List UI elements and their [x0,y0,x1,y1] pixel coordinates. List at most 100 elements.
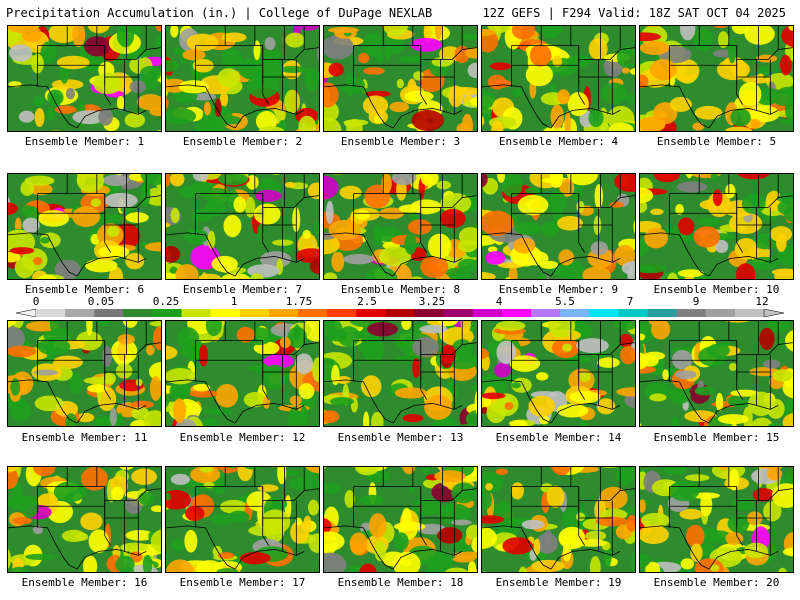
colorbar-min-arrow [16,309,37,317]
colorbar-tick-label: 0.05 [87,295,115,308]
ensemble-member-map [165,25,320,132]
member-label: Ensemble Member: 2 [182,135,303,148]
colorbar-swatch [152,309,183,317]
member-label: Ensemble Member: 14 [495,431,622,444]
colorbar-swatch [531,309,561,317]
colorbar-tick-label: 1 [230,295,238,308]
member-label: Ensemble Member: 1 [24,135,145,148]
ensemble-member-map [7,466,162,573]
ensemble-member-map [639,466,794,573]
member-label: Ensemble Member: 19 [495,576,622,589]
colorbar-swatch [501,309,532,317]
ensemble-member-map [639,173,794,280]
member-label: Ensemble Member: 17 [179,576,306,589]
colorbar-swatch [589,309,619,317]
precip-field [8,26,161,131]
member-label: Ensemble Member: 10 [653,283,780,296]
map-title: Precipitation Accumulation (in.) | Colle… [6,6,433,20]
precip-field [8,174,161,279]
member-label: Ensemble Member: 18 [337,576,464,589]
ensemble-member-map [481,173,636,280]
member-label: Ensemble Member: 11 [21,431,148,444]
ensemble-member-map [323,466,478,573]
precip-field [640,174,793,279]
member-label: Ensemble Member: 12 [179,431,306,444]
colorbar-swatch [560,309,590,317]
ensemble-member-map [165,320,320,427]
precip-field [482,174,635,279]
ensemble-member-map [639,25,794,132]
ensemble-member-map [639,320,794,427]
colorbar-swatch [472,309,503,317]
colorbar-swatch [385,309,416,317]
member-label: Ensemble Member: 7 [182,283,303,296]
precip-field [324,174,477,279]
member-label: Ensemble Member: 9 [498,283,619,296]
ensemble-member-map [7,25,162,132]
colorbar-swatch [647,309,678,317]
colorbar-tick-label: 3.25 [418,295,446,308]
colorbar-swatch [298,309,328,317]
ensemble-member-map [165,466,320,573]
precip-field [166,467,319,572]
colorbar-swatch [705,309,736,317]
colorbar-tick-label: 0.25 [152,295,180,308]
precip-field [640,26,793,131]
member-label: Ensemble Member: 8 [340,283,461,296]
precip-field [166,174,319,279]
colorbar-tick-label: 0 [32,295,40,308]
precip-colorbar [16,309,784,317]
colorbar-max-arrow [763,309,784,317]
colorbar-swatch [123,309,153,317]
ensemble-member-map [481,466,636,573]
colorbar-swatch [268,309,299,317]
colorbar-swatch [210,309,241,317]
ensemble-member-map [323,173,478,280]
colorbar-swatch [94,309,124,317]
colorbar-tick-label: 5.5 [555,295,575,308]
precip-field [482,26,635,131]
precip-field [166,321,319,426]
colorbar-tick-label: 12 [755,295,769,308]
precip-field [482,467,635,572]
colorbar-swatch [181,309,212,317]
colorbar-tick-label: 9 [692,295,700,308]
ensemble-member-map [165,173,320,280]
member-label: Ensemble Member: 4 [498,135,619,148]
colorbar-swatch [65,309,95,317]
ensemble-member-map [481,320,636,427]
ensemble-member-map [481,25,636,132]
precip-field [324,321,477,426]
ensemble-member-map [7,320,162,427]
member-label: Ensemble Member: 20 [653,576,780,589]
member-label: Ensemble Member: 15 [653,431,780,444]
ensemble-member-map [323,25,478,132]
colorbar-swatch [36,309,66,317]
ensemble-member-map [323,320,478,427]
precip-field [640,467,793,572]
colorbar-tick-label: 7 [626,295,634,308]
colorbar-swatch [327,309,357,317]
precip-field [324,467,477,572]
colorbar-swatch [734,309,765,317]
colorbar-tick-label: 1.75 [285,295,313,308]
colorbar-tick-label: 2.5 [357,295,377,308]
colorbar-swatch [414,309,445,317]
run-info: 12Z GEFS | F294 Valid: 18Z SAT OCT 04 20… [482,6,786,20]
colorbar-swatch [676,309,707,317]
precip-field [324,26,477,131]
precip-field [8,467,161,572]
member-label: Ensemble Member: 6 [24,283,145,296]
colorbar-swatch [443,309,474,317]
member-label: Ensemble Member: 3 [340,135,461,148]
member-label: Ensemble Member: 16 [21,576,148,589]
colorbar-swatch [356,309,386,317]
precip-field [640,321,793,426]
ensemble-member-map [7,173,162,280]
colorbar-swatch [239,309,270,317]
precip-field [482,321,635,426]
member-label: Ensemble Member: 5 [656,135,777,148]
precip-field [166,26,319,131]
colorbar-swatch [618,309,649,317]
precip-field [8,321,161,426]
